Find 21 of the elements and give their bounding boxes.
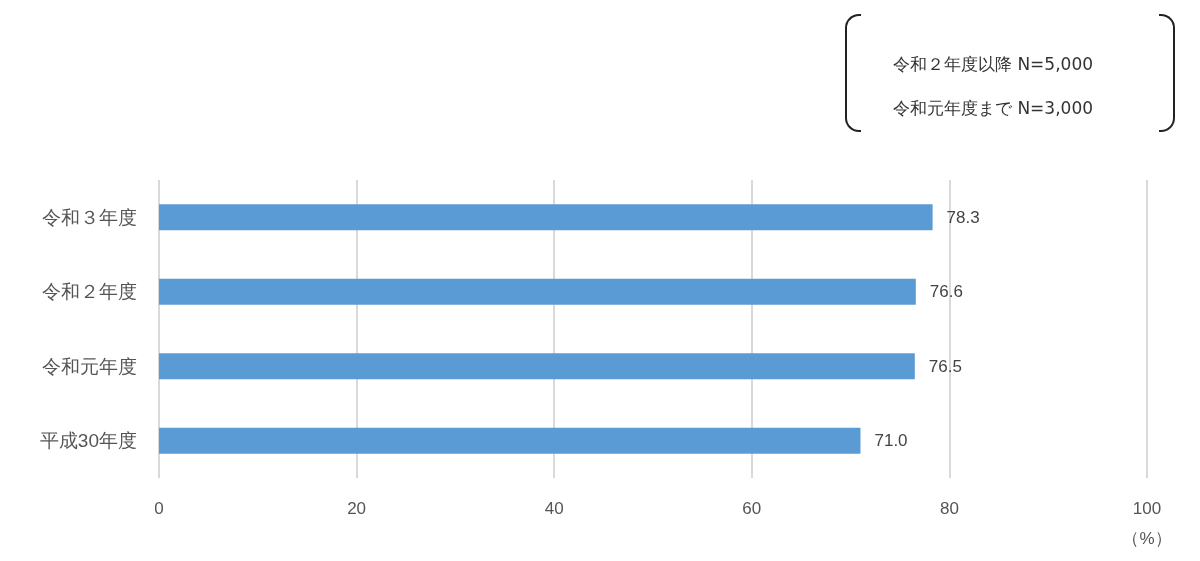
x-axis-title: （%）: [1122, 529, 1172, 548]
bar: [159, 204, 933, 231]
text: 令和２年度以降 N=5,000: [893, 53, 1094, 76]
bar: [159, 353, 915, 380]
x-tick-label: 40: [544, 499, 564, 518]
bar: [159, 427, 861, 454]
y-tick-label: 令和３年度: [42, 206, 137, 228]
x-tick-label: 80: [939, 499, 959, 518]
x-tick-label: 60: [742, 499, 762, 518]
data-label: 71.0: [874, 431, 908, 451]
data-label: 76.5: [928, 356, 962, 376]
y-tick-label: 令和元年度: [42, 355, 137, 377]
x-tick-label: 100: [1132, 499, 1162, 518]
y-tick-label: 平成30年度: [39, 430, 137, 452]
text: 令和元年度まで N=3,000: [893, 97, 1094, 120]
x-tick-label: 20: [347, 499, 367, 518]
y-tick-label: 令和２年度: [42, 281, 137, 303]
data-label: 76.6: [929, 282, 963, 302]
bar: [159, 278, 916, 305]
data-label: 78.3: [946, 207, 980, 227]
x-tick-label: 0: [154, 499, 164, 518]
